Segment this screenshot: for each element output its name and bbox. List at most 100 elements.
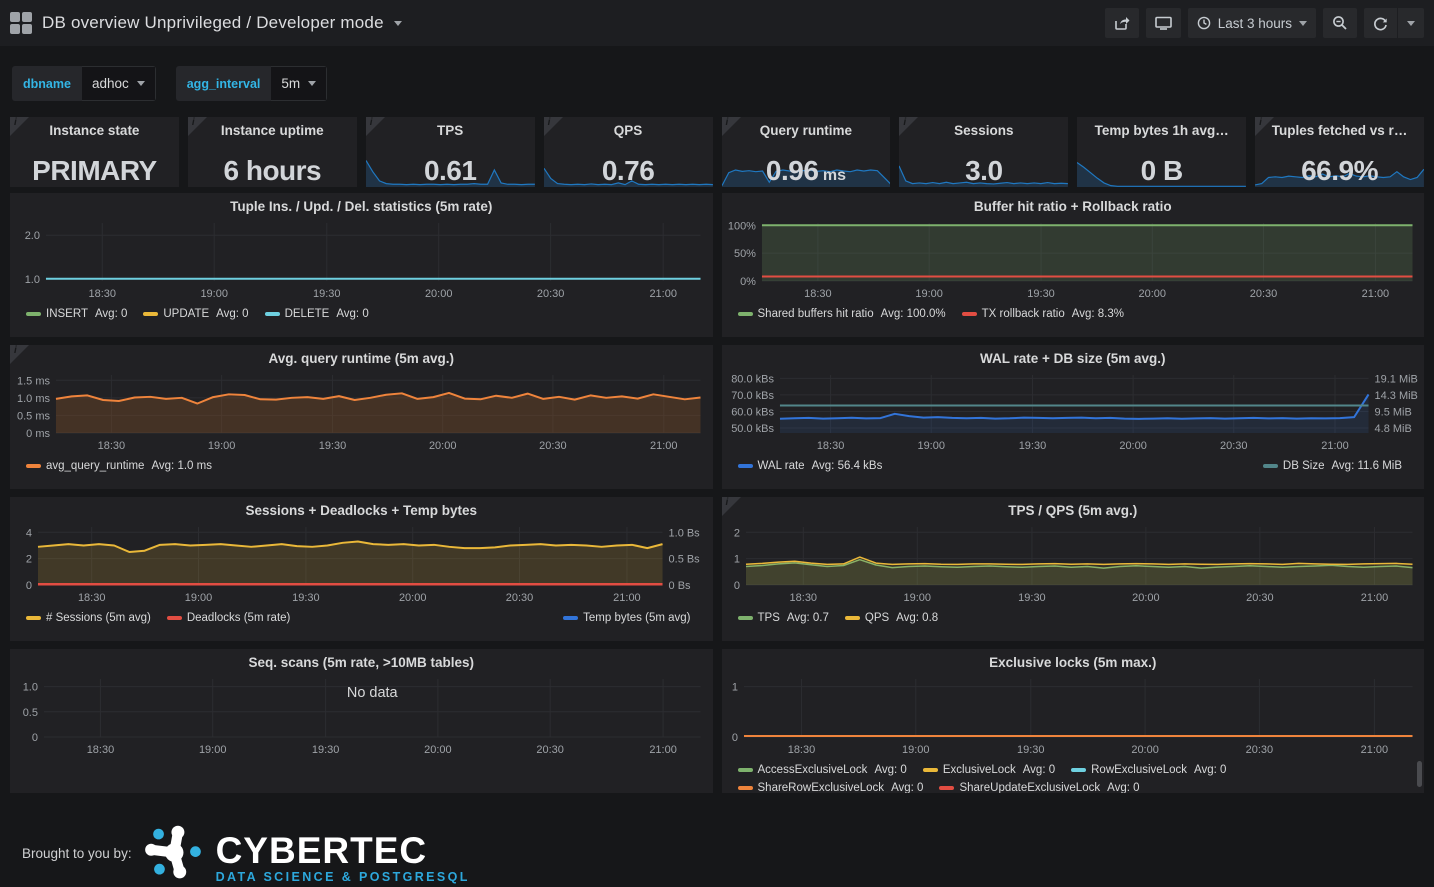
legend-item-delete[interactable]: DELETE Avg: 0 <box>264 308 369 320</box>
panel-info-icon[interactable]: i <box>1255 117 1275 136</box>
share-button[interactable] <box>1104 8 1139 38</box>
panel-info-icon[interactable]: i <box>721 117 741 136</box>
refresh-interval-dropdown[interactable] <box>1398 8 1424 38</box>
svg-text:19:00: 19:00 <box>903 592 931 604</box>
dashboard-title[interactable]: DB overview Unprivileged / Developer mod… <box>42 13 384 32</box>
svg-text:1.0: 1.0 <box>23 682 38 694</box>
variable-agg-interval[interactable]: agg_interval 5m <box>175 66 328 101</box>
legend-value: Avg: 0 <box>1194 764 1227 776</box>
agg-interval-caret-icon <box>308 81 317 86</box>
svg-text:18:30: 18:30 <box>816 440 844 452</box>
chart-title-seq-scans[interactable]: Seq. scans (5m rate, >10MB tables) <box>248 655 474 670</box>
variable-agg-interval-value[interactable]: 5m <box>271 66 328 101</box>
legend-label: RowExclusiveLock <box>1091 764 1187 776</box>
legend-scrollbar[interactable] <box>1417 761 1422 787</box>
chart-title-avg-query-runtime[interactable]: Avg. query runtime (5m avg.) <box>268 351 455 366</box>
stat-title-tuples-fetched[interactable]: Tuples fetched vs r… <box>1271 123 1408 138</box>
chart-plot-wal-rate-db-size[interactable]: 18:30 19:00 19:30 20:00 20:30 21:00 50.0 kBs 60… <box>722 369 1425 459</box>
title-caret-icon[interactable] <box>393 20 402 26</box>
chart-title-sessions-deadlocks-temp[interactable]: Sessions + Deadlocks + Temp bytes <box>245 503 478 518</box>
chart-title-wal-rate-db-size[interactable]: WAL rate + DB size (5m avg.) <box>980 351 1166 366</box>
svg-text:20:00: 20:00 <box>424 744 452 756</box>
cybertec-logo: CYBERTEC DATA SCIENCE & POSTGRESQL <box>144 823 470 883</box>
svg-text:19:30: 19:30 <box>1018 440 1046 452</box>
cybertec-tagline: DATA SCIENCE & POSTGRESQL <box>215 869 470 884</box>
chart-title-tuple-statistics[interactable]: Tuple Ins. / Upd. / Del. statistics (5m … <box>230 199 493 214</box>
panel-info-icon[interactable]: i <box>10 345 29 364</box>
chart-plot-seq-scans[interactable]: 18:30 19:00 19:30 20:00 20:30 21:00 0 0.5 1.0 No … <box>10 673 713 763</box>
legend-swatch-icon <box>264 312 280 316</box>
legend-value: Avg: 0 <box>874 764 907 776</box>
panel-info-icon[interactable]: i <box>899 117 919 136</box>
stat-panel-query-runtime: i Query runtime 0.96 ms <box>721 117 891 187</box>
chart-plot-tuple-statistics[interactable]: 18:30 19:00 19:30 20:00 20:30 21:00 1.0 2.0 <box>10 217 713 307</box>
zoom-out-button[interactable] <box>1323 8 1357 38</box>
svg-text:21:00: 21:00 <box>1361 288 1389 300</box>
panel-info-icon[interactable]: i <box>721 497 741 516</box>
stat-title-instance-uptime[interactable]: Instance uptime <box>220 123 324 138</box>
legend-swatch-icon <box>961 312 977 316</box>
svg-text:19:00: 19:00 <box>917 440 945 452</box>
svg-text:21:00: 21:00 <box>1360 592 1388 604</box>
panel-info-icon[interactable]: i <box>543 117 563 136</box>
stat-title-qps[interactable]: QPS <box>613 123 643 138</box>
variable-dbname-value[interactable]: adhoc <box>81 66 156 101</box>
legend-item-db-size[interactable]: DB Size Avg: 11.6 MiB <box>1262 460 1402 472</box>
legend-label: TPS <box>757 612 780 624</box>
legend-item-accessexclusivelock[interactable]: AccessExclusiveLock Avg: 0 <box>737 764 907 776</box>
legend-item-temp-bytes-5m-avg-[interactable]: Temp bytes (5m avg) <box>563 612 691 624</box>
svg-text:20:30: 20:30 <box>1249 288 1277 300</box>
panel-info-icon[interactable]: i <box>10 117 29 136</box>
legend-item-avg-query-runtime[interactable]: avg_query_runtime Avg: 1.0 ms <box>26 460 212 472</box>
tv-mode-button[interactable] <box>1145 8 1181 38</box>
legend-item-update[interactable]: UPDATE Avg: 0 <box>143 308 249 320</box>
stat-title-instance-state[interactable]: Instance state <box>49 123 140 138</box>
chart-title-buffer-hit-rollback[interactable]: Buffer hit ratio + Rollback ratio <box>973 199 1172 214</box>
stat-title-query-runtime[interactable]: Query runtime <box>759 123 853 138</box>
legend-item-wal-rate[interactable]: WAL rate Avg: 56.4 kBs <box>737 460 882 472</box>
legend-item-rowexclusivelock[interactable]: RowExclusiveLock Avg: 0 <box>1071 764 1226 776</box>
dashboard-grid-icon[interactable] <box>10 12 32 34</box>
svg-text:18:30: 18:30 <box>89 288 117 300</box>
legend-label: avg_query_runtime <box>46 460 145 472</box>
panel-info-icon[interactable]: i <box>365 117 385 136</box>
stat-sparkline <box>365 160 535 187</box>
legend-label: DELETE <box>284 308 330 320</box>
refresh-button[interactable] <box>1364 8 1398 38</box>
variable-dbname[interactable]: dbname adhoc <box>12 66 156 101</box>
chart-title-exclusive-locks[interactable]: Exclusive locks (5m max.) <box>989 655 1157 670</box>
legend-label: DB Size <box>1282 460 1325 472</box>
stat-panel-qps: i QPS 0.76 <box>543 117 713 187</box>
stat-title-temp-bytes[interactable]: Temp bytes 1h avg… <box>1094 123 1229 138</box>
chart-plot-buffer-hit-rollback[interactable]: 18:30 19:00 19:30 20:00 20:30 21:00 0% 50% 100% <box>722 217 1425 307</box>
legend-item-sharerowexclusivelock[interactable]: ShareRowExclusiveLock Avg: 0 <box>737 782 923 793</box>
legend-item-qps[interactable]: QPS Avg: 0.8 <box>844 612 938 624</box>
chart-plot-avg-query-runtime[interactable]: 18:30 19:00 19:30 20:00 20:30 21:00 0 ms 0.5 ms… <box>10 369 713 459</box>
legend-item-tx-rollback-ratio[interactable]: TX rollback ratio Avg: 8.3% <box>961 308 1124 320</box>
svg-text:No data: No data <box>347 685 399 701</box>
time-range-picker[interactable]: Last 3 hours <box>1187 8 1316 38</box>
chart-plot-exclusive-locks[interactable]: 18:30 19:00 19:30 20:00 20:30 21:00 0 1 <box>722 673 1425 763</box>
legend-value: Avg: 100.0% <box>880 308 946 320</box>
chart-plot-sessions-deadlocks-temp[interactable]: 18:30 19:00 19:30 20:00 20:30 21:00 0 2 4 0 Bs 0.5… <box>10 521 713 611</box>
legend-item-shared-buffers-hit-ratio[interactable]: Shared buffers hit ratio Avg: 100.0% <box>737 308 946 320</box>
variable-agg-interval-label: agg_interval <box>175 66 272 101</box>
stat-panel-sessions: i Sessions 3.0 <box>899 117 1069 187</box>
legend-item-insert[interactable]: INSERT Avg: 0 <box>26 308 127 320</box>
svg-text:0 ms: 0 ms <box>26 428 50 440</box>
svg-text:19:00: 19:00 <box>902 744 930 756</box>
legend-swatch-icon <box>737 768 753 772</box>
chart-title-tps-qps[interactable]: TPS / QPS (5m avg.) <box>1008 503 1138 518</box>
legend-item-exclusivelock[interactable]: ExclusiveLock Avg: 0 <box>922 764 1055 776</box>
svg-text:1.0: 1.0 <box>25 274 40 286</box>
svg-text:20:30: 20:30 <box>537 288 565 300</box>
legend-item-tps[interactable]: TPS Avg: 0.7 <box>737 612 829 624</box>
stat-panel-instance-state: i Instance state PRIMARY <box>10 117 179 187</box>
stat-title-tps[interactable]: TPS <box>437 123 464 138</box>
panel-info-icon[interactable]: i <box>187 117 207 136</box>
legend-item--sessions-5m-avg-[interactable]: # Sessions (5m avg) <box>26 612 151 624</box>
legend-item-deadlocks-5m-rate-[interactable]: Deadlocks (5m rate) <box>166 612 290 624</box>
chart-plot-tps-qps[interactable]: 18:30 19:00 19:30 20:00 20:30 21:00 0 1 2 <box>722 521 1425 611</box>
stat-title-sessions[interactable]: Sessions <box>954 123 1014 138</box>
legend-item-shareupdateexclusivelock[interactable]: ShareUpdateExclusiveLock Avg: 0 <box>939 782 1140 793</box>
